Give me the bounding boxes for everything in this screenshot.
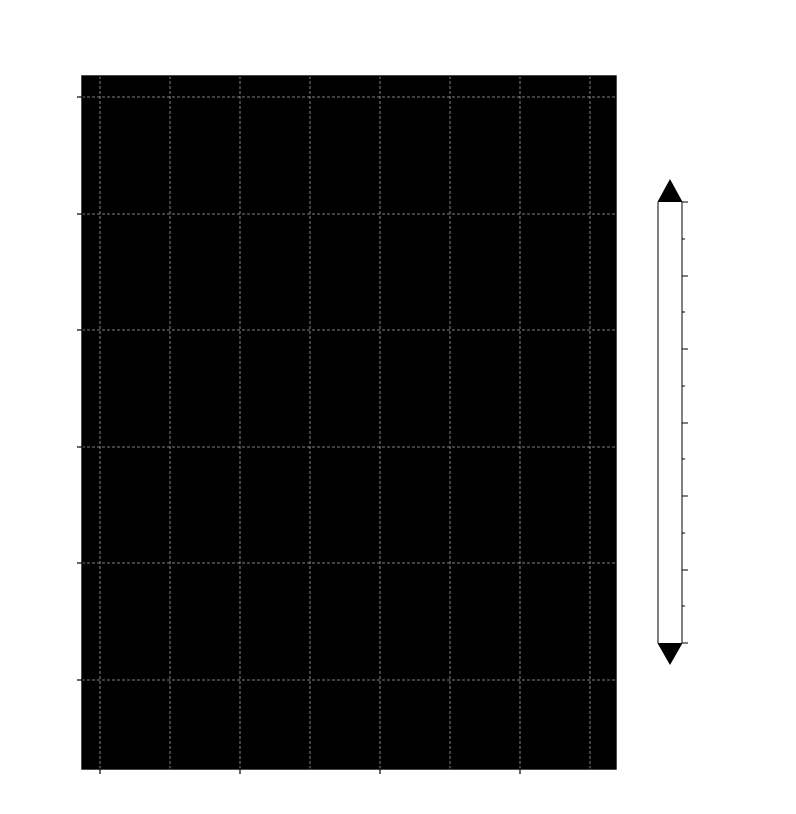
colorbar-extend-bottom bbox=[658, 643, 682, 664]
colorbar-outline bbox=[657, 178, 683, 666]
colorbar-extend-top bbox=[658, 180, 682, 202]
map-background bbox=[82, 76, 616, 769]
map-frame bbox=[81, 75, 617, 770]
negative-anomaly-patch bbox=[412, 750, 448, 769]
colorbar bbox=[657, 178, 688, 666]
colorbar-ticks bbox=[682, 201, 688, 644]
axis-ticks bbox=[77, 96, 521, 774]
positive-anomaly-patch bbox=[372, 76, 616, 135]
map-gridlines bbox=[82, 76, 616, 769]
